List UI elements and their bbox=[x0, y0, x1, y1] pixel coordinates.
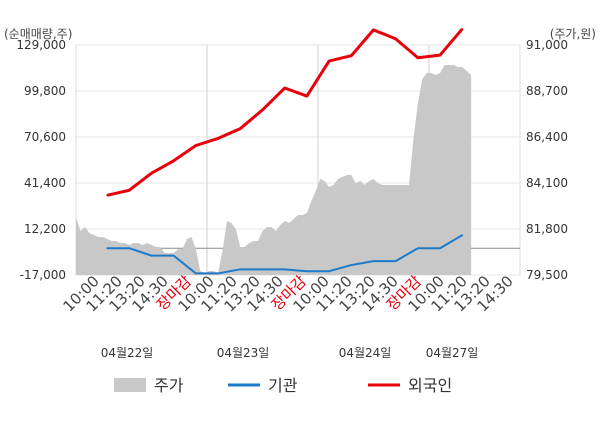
series-point bbox=[372, 29, 375, 31]
series-point bbox=[283, 87, 286, 89]
series-point bbox=[328, 60, 330, 62]
series-point bbox=[439, 54, 441, 56]
series-point bbox=[195, 144, 197, 147]
date-label: 04월24일 bbox=[339, 346, 392, 360]
series-point bbox=[461, 28, 464, 30]
series-point bbox=[239, 268, 242, 271]
series-point bbox=[261, 109, 264, 111]
series-point bbox=[106, 194, 108, 197]
series-point bbox=[328, 270, 330, 273]
date-label: 04월23일 bbox=[217, 346, 270, 360]
series-lines-layer bbox=[106, 27, 464, 275]
left-tick-label: -17,000 bbox=[20, 268, 66, 282]
right-tick-label: 86,400 bbox=[526, 130, 568, 144]
series-point bbox=[261, 268, 264, 271]
series-point bbox=[394, 38, 397, 40]
series-point bbox=[128, 247, 131, 250]
left-axis-unit: (순매매량,주) bbox=[4, 27, 72, 41]
series-point bbox=[306, 95, 308, 97]
right-tick-label: 88,700 bbox=[526, 84, 568, 98]
series-point bbox=[106, 247, 108, 250]
series-point bbox=[217, 137, 219, 140]
legend-label: 외국인 bbox=[408, 376, 452, 395]
series-point bbox=[195, 272, 197, 275]
legend-label: 주가 bbox=[154, 376, 184, 395]
right-tick-label: 91,000 bbox=[526, 38, 568, 52]
series-point bbox=[417, 56, 419, 59]
date-label: 04월27일 bbox=[426, 346, 479, 360]
series-point bbox=[306, 270, 308, 273]
left-tick-label: 41,400 bbox=[24, 176, 66, 190]
series-point bbox=[217, 272, 219, 275]
right-tick-label: 81,800 bbox=[526, 222, 568, 236]
left-tick-label: 12,200 bbox=[24, 222, 66, 236]
series-point bbox=[172, 254, 175, 257]
series-point bbox=[350, 54, 353, 57]
left-tick-label: 129,000 bbox=[16, 38, 66, 52]
right-tick-label: 84,100 bbox=[526, 176, 568, 190]
series-point bbox=[439, 247, 441, 250]
right-axis-unit: (주가,원) bbox=[550, 27, 596, 41]
left-tick-label: 70,600 bbox=[24, 130, 66, 144]
series-point bbox=[461, 234, 464, 236]
legend: 주가 기관 외국인 bbox=[114, 376, 452, 395]
series-point bbox=[239, 127, 242, 130]
series-point bbox=[417, 247, 419, 250]
series-point bbox=[350, 264, 353, 266]
price-area bbox=[76, 65, 472, 275]
legend-swatch-price bbox=[114, 378, 146, 392]
series-point bbox=[150, 172, 153, 175]
right-tick-label: 79,500 bbox=[526, 268, 568, 282]
series-point bbox=[128, 189, 131, 192]
left-tick-label: 99,800 bbox=[24, 84, 66, 98]
series-point bbox=[283, 268, 286, 271]
date-label: 04월22일 bbox=[101, 346, 154, 360]
series-point bbox=[372, 260, 375, 262]
series-point bbox=[150, 254, 153, 257]
series-point bbox=[394, 260, 397, 262]
series-point bbox=[172, 159, 175, 162]
legend-label: 기관 bbox=[268, 376, 298, 395]
price-area-layer bbox=[76, 65, 472, 275]
